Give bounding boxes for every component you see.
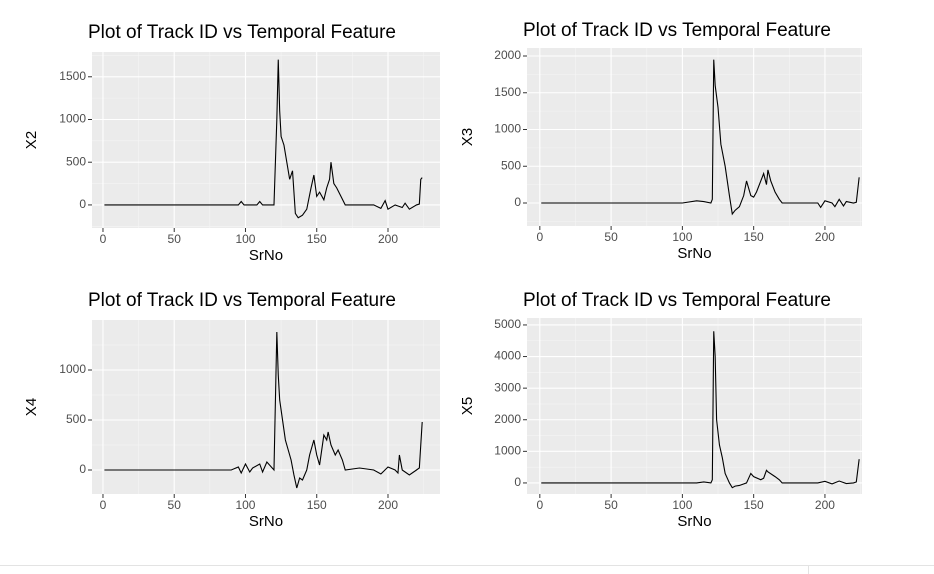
data-line <box>541 331 860 489</box>
y-tick-label: 0 <box>514 475 521 489</box>
x-tick-label: 50 <box>168 232 182 246</box>
x-axis-title: SrNo <box>249 247 283 264</box>
x-tick-label: 150 <box>744 230 764 244</box>
plot-background <box>527 48 862 226</box>
x-tick-label: 0 <box>536 498 543 512</box>
y-tick-label: 500 <box>66 154 86 168</box>
y-tick-label: 1000 <box>59 362 86 376</box>
y-tick-label: 2000 <box>494 48 521 62</box>
x-axis-title: SrNo <box>249 513 283 530</box>
y-tick-label: 500 <box>66 412 86 426</box>
x-tick-label: 0 <box>536 230 543 244</box>
y-tick-label: 2000 <box>494 412 521 426</box>
x-tick-label: 150 <box>307 232 327 246</box>
chart-title: Plot of Track ID vs Temporal Feature <box>88 290 396 311</box>
y-tick-label: 1000 <box>494 122 521 136</box>
y-tick-label: 4000 <box>494 349 521 363</box>
y-axis-title: X3 <box>459 128 476 146</box>
data-line <box>541 59 860 216</box>
panel: 0 500 1000 0 50 100 150 200 Plot of Track ID vs … <box>23 290 440 530</box>
x-tick-label: 0 <box>100 232 107 246</box>
panel: 0 500 1000 1500 0 50 100 150 200 Plot of Track ID… <box>23 22 440 264</box>
y-tick-label: 5000 <box>494 317 521 331</box>
y-axis-title: X5 <box>459 397 476 415</box>
y-tick-label: 3000 <box>494 380 521 394</box>
x-tick-label: 100 <box>235 232 255 246</box>
chart-title: Plot of Track ID vs Temporal Feature <box>88 22 396 43</box>
x-tick-label: 200 <box>378 232 398 246</box>
y-tick-label: 0 <box>514 195 521 209</box>
y-tick-label: 1500 <box>59 69 86 83</box>
y-axis-title: X2 <box>23 131 40 149</box>
y-tick-label: 0 <box>79 462 86 476</box>
x-tick-label: 100 <box>672 498 692 512</box>
chart-title: Plot of Track ID vs Temporal Feature <box>523 290 831 311</box>
x-tick-label: 100 <box>672 230 692 244</box>
x-tick-label: 0 <box>100 498 107 512</box>
y-tick-label: 1000 <box>494 444 521 458</box>
x-tick-label: 200 <box>815 498 835 512</box>
plot-background <box>92 52 440 228</box>
data-line <box>104 59 423 219</box>
x-tick-label: 50 <box>604 498 618 512</box>
panel: 0 1000 2000 3000 4000 5000 0 50 100 150 200 Plot of… <box>459 290 862 530</box>
x-tick-label: 150 <box>307 498 327 512</box>
data-line <box>104 331 423 489</box>
x-tick-label: 200 <box>378 498 398 512</box>
x-tick-label: 150 <box>744 498 764 512</box>
x-tick-label: 50 <box>168 498 182 512</box>
plot-background <box>527 318 862 494</box>
y-tick-label: 1500 <box>494 85 521 99</box>
x-tick-label: 50 <box>604 230 618 244</box>
y-axis-title: X4 <box>23 398 40 416</box>
chart-title: Plot of Track ID vs Temporal Feature <box>523 20 831 41</box>
x-axis-title: SrNo <box>677 245 711 262</box>
panel: 0 500 1000 1500 2000 0 50 100 150 200 Plot of Trac… <box>459 20 862 262</box>
y-tick-label: 1000 <box>59 112 86 126</box>
x-axis-title: SrNo <box>677 513 711 530</box>
y-tick-label: 500 <box>501 158 521 172</box>
y-tick-label: 0 <box>79 197 86 211</box>
x-tick-label: 100 <box>235 498 255 512</box>
x-tick-label: 200 <box>815 230 835 244</box>
